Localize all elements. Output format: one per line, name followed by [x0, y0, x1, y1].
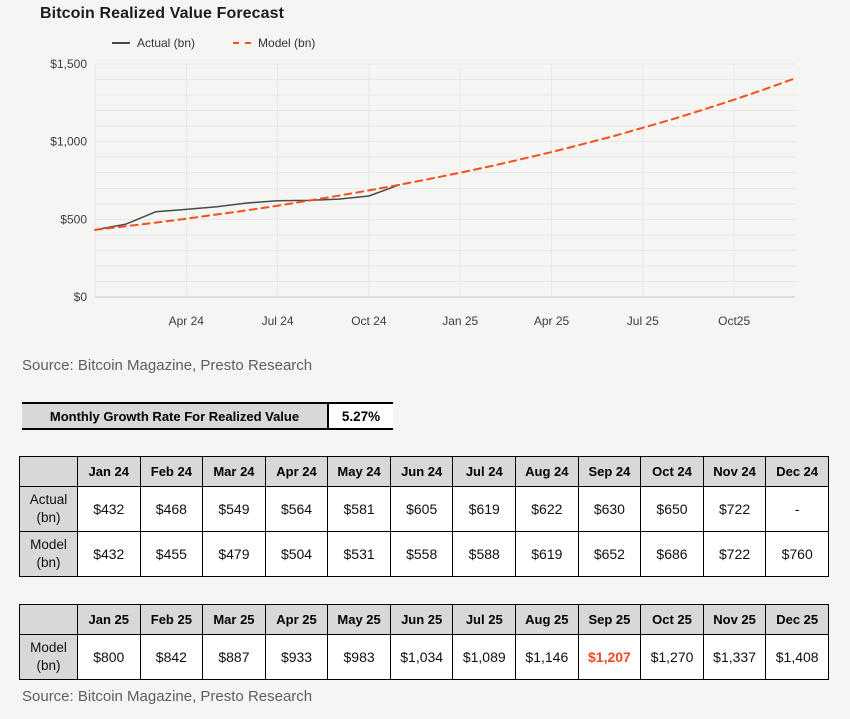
table-cell: $605: [389, 486, 454, 532]
column-header: Oct 24: [640, 456, 704, 487]
growth-rate-table: Monthly Growth Rate For Realized Value 5…: [22, 402, 393, 430]
table-cell: $1,089: [452, 634, 517, 680]
column-header: May 25: [327, 604, 391, 635]
table-cell: $842: [139, 634, 204, 680]
table-cell: $933: [264, 634, 329, 680]
column-header: Oct 25: [640, 604, 704, 635]
table-cell: $588: [452, 531, 517, 577]
column-header: Jun 24: [389, 456, 454, 487]
table-cell: $1,337: [702, 634, 767, 680]
table-cell: $1,270: [640, 634, 704, 680]
table-cell: $479: [202, 531, 266, 577]
growth-rate-label: Monthly Growth Rate For Realized Value: [22, 404, 327, 428]
column-header: Aug 24: [515, 456, 579, 487]
actual-series-line: [94, 184, 401, 231]
source-note-top: Source: Bitcoin Magazine, Presto Researc…: [22, 357, 313, 374]
legend-item-model: Model (bn): [233, 36, 315, 50]
column-header: Apr 25: [264, 604, 329, 635]
chart-title: Bitcoin Realized Value Forecast: [40, 5, 285, 22]
table-cell: $800: [77, 634, 141, 680]
growth-rate-value: 5.27%: [327, 404, 393, 428]
column-header: Jul 24: [452, 456, 517, 487]
chart-legend: Actual (bn) Model (bn): [112, 36, 315, 50]
column-header: Sep 25: [577, 604, 642, 635]
table-cell: $983: [327, 634, 391, 680]
x-axis-tick-label: Jul 24: [262, 314, 294, 328]
table-cell: $455: [139, 531, 204, 577]
table-row: Actual (bn) $432 $468 $549 $564 $581 $605 $619 $6…: [19, 486, 829, 532]
table-corner-cell: [19, 604, 78, 635]
table-cell: $1,146: [515, 634, 579, 680]
column-header: Sep 24: [577, 456, 642, 487]
row-header: Actual (bn): [19, 486, 78, 532]
column-header: Mar 24: [202, 456, 266, 487]
table-cell: $1,034: [389, 634, 454, 680]
column-header: Nov 24: [702, 456, 767, 487]
table-cell: $504: [264, 531, 329, 577]
table-cell: $432: [77, 531, 141, 577]
table-cell: -: [765, 486, 829, 532]
model-line-swatch-icon: [233, 42, 252, 44]
table-cell: $549: [202, 486, 266, 532]
column-header: Dec 24: [765, 456, 829, 487]
y-axis-tick-label: $500: [60, 212, 87, 226]
table-row: Model (bn) $432 $455 $479 $504 $531 $558 $588 $61…: [19, 531, 829, 577]
table-2024: Jan 24 Feb 24 Mar 24 Apr 24 May 24 Jun 24 Jul …: [19, 456, 829, 577]
legend-label-model: Model (bn): [258, 36, 316, 50]
x-axis-tick-label: Apr 24: [169, 314, 205, 328]
x-axis-tick-label: Apr 25: [534, 314, 570, 328]
table-cell: $581: [327, 486, 391, 532]
highlighted-table-cell: $1,207: [577, 634, 642, 680]
column-header: Feb 25: [139, 604, 204, 635]
y-axis-tick-label: $1,000: [50, 135, 87, 149]
column-header: May 24: [327, 456, 391, 487]
table-cell: $722: [702, 531, 767, 577]
table-row: Model (bn) $800 $842 $887 $933 $983 $1,034 $1,08…: [19, 634, 829, 680]
table-cell: $622: [515, 486, 579, 532]
x-axis-tick-label: Jan 25: [442, 314, 478, 328]
line-chart: $0 $500 $1,000 $1,500 Apr 24 Jul 24 Oct 24 Jan …: [50, 57, 796, 328]
row-header: Model (bn): [19, 531, 78, 577]
table-cell: $887: [202, 634, 266, 680]
row-header: Model (bn): [19, 634, 78, 680]
table-cell: $650: [640, 486, 704, 532]
table-cell: $558: [389, 531, 454, 577]
legend-item-actual: Actual (bn): [112, 36, 195, 50]
table-cell: $722: [702, 486, 767, 532]
column-header: Dec 25: [765, 604, 829, 635]
table-corner-cell: [19, 456, 78, 487]
column-header: Apr 24: [264, 456, 329, 487]
table-cell: $619: [452, 486, 517, 532]
table-cell: $468: [139, 486, 204, 532]
column-header: Jun 25: [389, 604, 454, 635]
table-cell: $1,408: [765, 634, 829, 680]
y-axis-tick-label: $1,500: [50, 57, 87, 71]
x-axis-tick-label: Oct 24: [351, 314, 387, 328]
table-2025: Jan 25 Feb 25 Mar 25 Apr 25 May 25 Jun 25 Jul …: [19, 604, 829, 680]
column-header: Jan 24: [77, 456, 141, 487]
table-cell: $686: [640, 531, 704, 577]
column-header: Feb 24: [139, 456, 204, 487]
x-axis-tick-label: Oct25: [718, 314, 750, 328]
table-cell: $531: [327, 531, 391, 577]
table-cell: $432: [77, 486, 141, 532]
table-cell: $564: [264, 486, 329, 532]
column-header: Jan 25: [77, 604, 141, 635]
model-series-line: [94, 77, 796, 231]
source-note-bottom: Source: Bitcoin Magazine, Presto Researc…: [22, 688, 313, 705]
column-header: Nov 25: [702, 604, 767, 635]
x-axis-tick-label: Jul 25: [627, 314, 659, 328]
column-header: Mar 25: [202, 604, 266, 635]
table-cell: $652: [577, 531, 642, 577]
y-axis-tick-label: $0: [74, 290, 88, 304]
table-cell: $760: [765, 531, 829, 577]
legend-label-actual: Actual (bn): [137, 36, 196, 50]
actual-line-swatch-icon: [112, 42, 130, 44]
column-header: Jul 25: [452, 604, 517, 635]
table-cell: $630: [577, 486, 642, 532]
table-cell: $619: [515, 531, 579, 577]
column-header: Aug 25: [515, 604, 579, 635]
